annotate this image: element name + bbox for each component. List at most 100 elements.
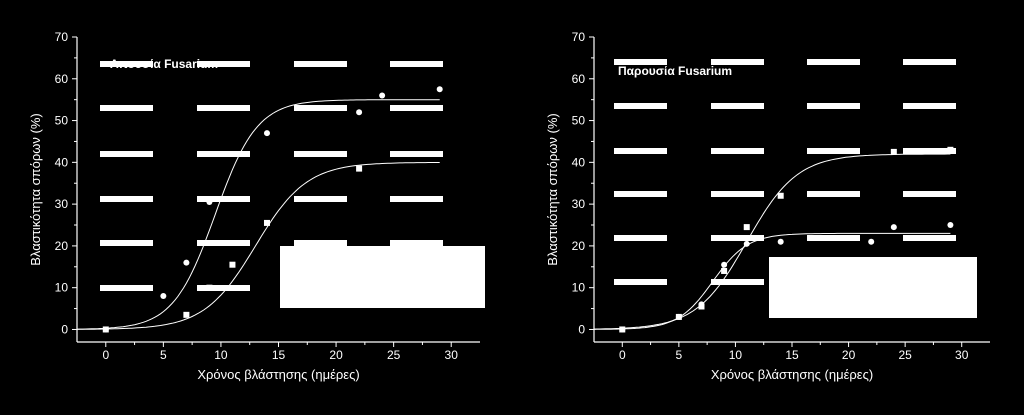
data-point-circle (675, 313, 682, 320)
x-tick-label: 5 (676, 348, 683, 362)
grid-bar (614, 148, 667, 154)
data-point-circle (698, 301, 705, 308)
y-tick-label: 20 (572, 239, 586, 253)
x-tick-label: 10 (729, 348, 743, 362)
grid-bar (100, 151, 153, 157)
grid-bar (711, 59, 764, 65)
legend-box (280, 246, 485, 308)
data-point-square (206, 284, 213, 291)
grid-bar (100, 105, 153, 111)
grid-bar (711, 279, 764, 285)
grid-bar (807, 148, 860, 154)
grid-bar (197, 285, 250, 291)
x-tick-label: 25 (387, 348, 401, 362)
legend-plate (294, 240, 347, 248)
y-tick-label: 70 (572, 30, 586, 44)
fit-curve-series-2 (593, 232, 951, 330)
x-tick-label: 0 (619, 348, 626, 362)
grid-bar (390, 151, 443, 157)
data-point-square (183, 311, 190, 318)
x-tick-label: 15 (272, 348, 286, 362)
grid-bar (614, 103, 667, 109)
grid-bar (294, 196, 347, 202)
y-tick-label: 70 (55, 30, 69, 44)
grid-bar (197, 105, 250, 111)
data-point-circle (890, 224, 897, 231)
grid-bar (100, 240, 153, 246)
panel-title: Απουσία Fusarium (110, 57, 218, 71)
x-tick-label: 5 (160, 348, 167, 362)
data-point-circle (619, 326, 626, 333)
legend-plate (390, 240, 443, 248)
data-point-circle (356, 109, 363, 116)
fit-curve-series-1 (76, 99, 440, 330)
data-point-square (263, 219, 270, 226)
x-tick-label: 20 (842, 348, 856, 362)
x-axis-label: Χρόνος βλάστησης (ημέρες) (197, 367, 359, 382)
data-point-square (102, 326, 109, 333)
y-tick-label: 0 (61, 322, 68, 336)
data-point-square (890, 148, 897, 155)
legend-box (769, 257, 977, 318)
y-tick-label: 0 (578, 322, 585, 336)
y-tick-label: 60 (572, 72, 586, 86)
y-axis-label: Βλαστικότητα σπόρων (%) (28, 113, 43, 265)
x-axis-label: Χρόνος βλάστησης (ημέρες) (711, 367, 873, 382)
grid-bar (100, 196, 153, 202)
data-point-circle (206, 199, 213, 206)
grid-bar (711, 148, 764, 154)
y-tick-label: 40 (55, 155, 69, 169)
chart-panel-1: 0 5 10 15 20 25 30 0 10 20 30 40 50 60 70 Χρόνος βλάστη… (28, 30, 485, 382)
data-point-square (743, 224, 750, 231)
x-tick-label: 30 (445, 348, 459, 362)
grid-bar (390, 196, 443, 202)
grid-bar (197, 240, 250, 246)
y-tick-label: 30 (55, 197, 69, 211)
grid-bar (903, 191, 956, 197)
grid-bar (903, 103, 956, 109)
data-point-circle (436, 86, 443, 93)
y-tick-label: 10 (572, 281, 586, 295)
grid-bar (390, 61, 443, 67)
panel-title: Παρουσία Fusarium (618, 64, 732, 78)
grid-bar (614, 191, 667, 197)
data-point-circle (183, 259, 190, 266)
grid-bar (614, 59, 667, 65)
data-point-square (947, 146, 954, 153)
y-tick-label: 60 (55, 72, 69, 86)
grid-bar (390, 105, 443, 111)
x-tick-label: 25 (898, 348, 912, 362)
x-tick-label: 20 (329, 348, 343, 362)
y-tick-label: 40 (572, 155, 586, 169)
grid-bar (807, 103, 860, 109)
data-point-square (356, 165, 363, 172)
data-point-circle (868, 238, 875, 245)
data-point-circle (379, 92, 386, 99)
grid-bar (294, 151, 347, 157)
grid-bar (614, 279, 667, 285)
y-tick-label: 20 (55, 239, 69, 253)
data-point-square (721, 267, 728, 274)
grid-bar (197, 61, 250, 67)
x-tick-label: 15 (785, 348, 799, 362)
grid-bar (807, 59, 860, 65)
grid-bar (614, 235, 667, 241)
grid-bar (294, 61, 347, 67)
chart-panel-2: 0 5 10 15 20 25 30 0 10 20 30 40 50 60 70 Χρόνος βλάστη… (545, 30, 990, 382)
data-point-circle (947, 222, 954, 229)
y-tick-label: 50 (55, 114, 69, 128)
data-point-circle (721, 261, 728, 268)
data-point-square (229, 261, 236, 268)
grid-bar (807, 235, 860, 241)
grid-bar (903, 148, 956, 154)
x-tick-label: 10 (214, 348, 228, 362)
x-tick-label: 0 (102, 348, 109, 362)
grid-bar (903, 235, 956, 241)
grid-bar (294, 105, 347, 111)
data-point-circle (777, 238, 784, 245)
grid-bar (197, 151, 250, 157)
x-tick-label: 30 (955, 348, 969, 362)
grid-bar (100, 61, 153, 67)
y-tick-label: 50 (572, 114, 586, 128)
grid-bar (100, 285, 153, 291)
